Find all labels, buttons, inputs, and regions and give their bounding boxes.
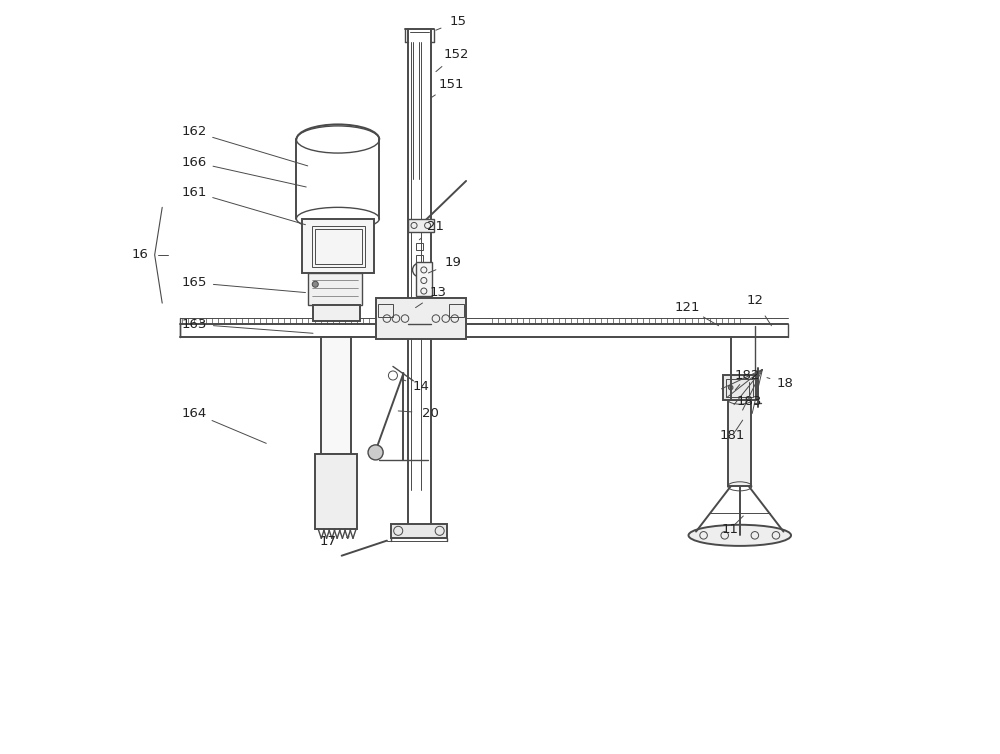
Bar xyxy=(313,305,360,321)
Bar xyxy=(308,273,362,305)
Text: 13: 13 xyxy=(430,286,447,299)
Bar xyxy=(726,379,753,397)
Text: 14: 14 xyxy=(412,379,429,393)
Text: 163: 163 xyxy=(182,317,207,331)
Circle shape xyxy=(728,385,733,390)
Text: 19: 19 xyxy=(445,256,462,269)
Text: 152: 152 xyxy=(444,48,469,61)
Bar xyxy=(315,454,357,529)
Bar xyxy=(378,304,393,317)
Text: 18: 18 xyxy=(777,376,793,390)
Text: 15: 15 xyxy=(450,14,467,28)
Bar xyxy=(408,219,434,232)
Text: 164: 164 xyxy=(182,406,207,420)
Bar xyxy=(391,524,447,538)
Bar xyxy=(376,298,466,339)
Text: 165: 165 xyxy=(182,276,207,290)
Bar xyxy=(449,304,464,317)
Text: 161: 161 xyxy=(182,185,207,199)
Text: 21: 21 xyxy=(427,219,444,233)
Bar xyxy=(416,255,423,262)
Text: 151: 151 xyxy=(438,78,464,91)
Bar xyxy=(723,375,756,400)
Bar xyxy=(312,226,365,267)
Text: 183: 183 xyxy=(736,394,762,408)
Bar xyxy=(728,400,751,486)
Ellipse shape xyxy=(688,525,791,546)
Bar xyxy=(416,243,423,250)
Text: 121: 121 xyxy=(674,301,700,314)
Bar xyxy=(315,229,362,264)
Text: 17: 17 xyxy=(320,535,337,548)
Bar xyxy=(302,219,374,273)
Text: 182: 182 xyxy=(735,369,760,382)
Text: 181: 181 xyxy=(720,429,745,443)
Bar xyxy=(321,337,351,454)
Circle shape xyxy=(368,445,383,460)
Text: 20: 20 xyxy=(422,406,439,420)
Text: 12: 12 xyxy=(746,293,763,307)
Circle shape xyxy=(312,281,318,287)
Text: 11: 11 xyxy=(721,523,738,536)
Text: 16: 16 xyxy=(131,248,148,262)
Text: 162: 162 xyxy=(182,125,207,139)
Text: 166: 166 xyxy=(182,155,207,169)
Bar xyxy=(416,262,432,296)
